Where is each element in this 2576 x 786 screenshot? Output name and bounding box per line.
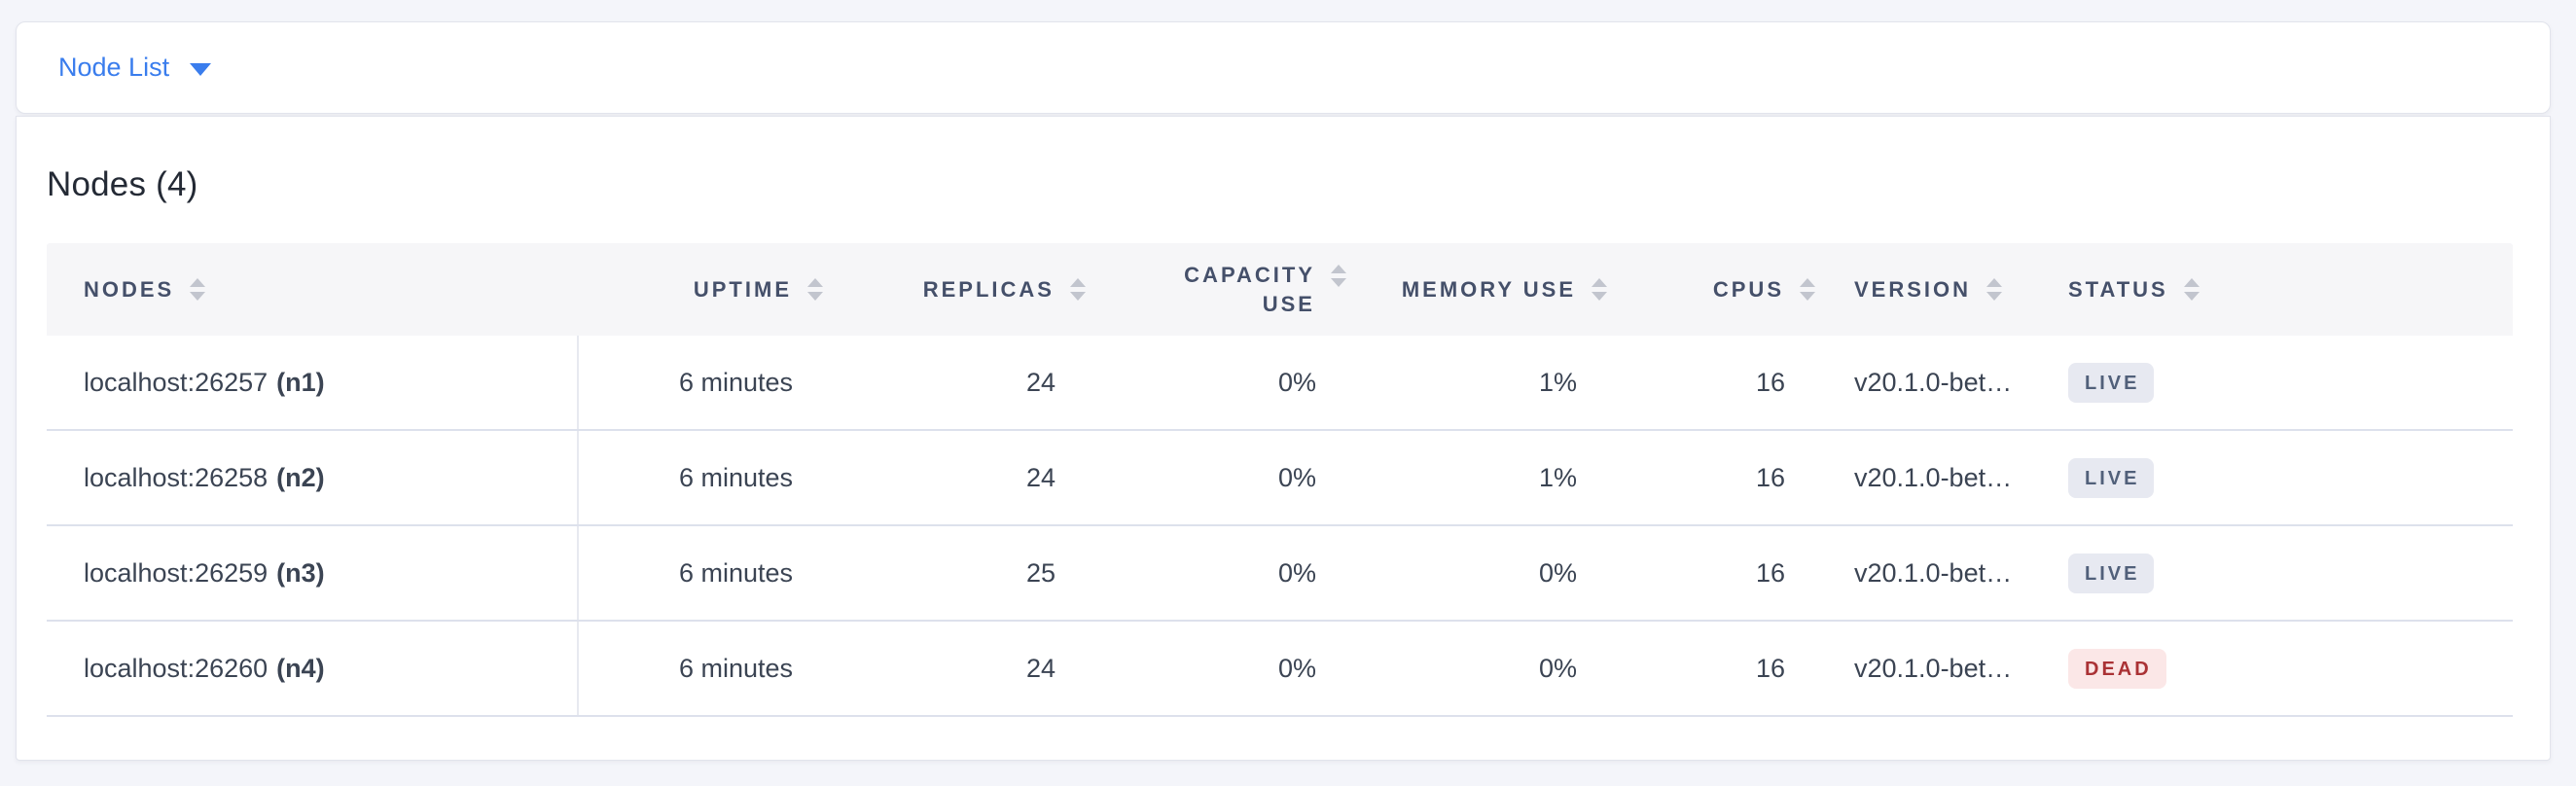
memory-use-cell: 0% — [1538, 653, 1577, 683]
status-cell: LIVE — [2044, 526, 2513, 620]
version-cell: v20.1.0-bet… — [1854, 462, 2013, 492]
column-header-capacity-use[interactable]: Capacity Use — [1110, 243, 1371, 336]
view-selector-bar: Node List — [16, 21, 2551, 114]
node-id: (n4) — [276, 653, 325, 683]
node-id: (n2) — [276, 462, 325, 492]
column-header-uptime[interactable]: Uptime — [579, 243, 847, 336]
version-cell: v20.1.0-bet… — [1854, 557, 2013, 588]
node-address-cell: localhost:26257 (n1) — [47, 336, 579, 429]
column-header-memory-use[interactable]: Memory Use — [1371, 243, 1631, 336]
table-row-n2[interactable]: localhost:26258 (n2) 6 minutes 24 0% 1% … — [47, 431, 2513, 526]
column-header-replicas[interactable]: Replicas — [847, 243, 1110, 336]
sort-icon — [1070, 278, 1086, 301]
sort-icon — [190, 278, 206, 301]
table-row-n1[interactable]: localhost:26257 (n1) 6 minutes 24 0% 1% … — [47, 336, 2513, 431]
column-header-version[interactable]: Version — [1840, 243, 2044, 336]
replicas-cell: 24 — [1025, 462, 1055, 492]
capacity-use-cell: 0% — [1277, 367, 1316, 397]
node-id: (n1) — [276, 367, 325, 397]
cpus-cell: 16 — [1755, 653, 1785, 683]
memory-use-cell: 0% — [1538, 557, 1577, 588]
table-row-n3[interactable]: localhost:26259 (n3) 6 minutes 25 0% 0% … — [47, 526, 2513, 622]
view-dropdown[interactable]: Node List — [58, 53, 212, 82]
cpus-cell: 16 — [1755, 367, 1785, 397]
page: Node List Nodes (4) Nodes Uptime Replica… — [16, 21, 2551, 761]
cpus-cell: 16 — [1755, 557, 1785, 588]
page-title: Nodes (4) — [47, 165, 198, 203]
node-address-cell: localhost:26260 (n4) — [47, 622, 579, 715]
column-header-cpus[interactable]: CPUs — [1631, 243, 1840, 336]
nodes-card: Nodes (4) Nodes Uptime Replicas Capacity… — [16, 116, 2551, 761]
status-cell: LIVE — [2044, 336, 2513, 429]
status-cell: DEAD — [2044, 622, 2513, 715]
uptime-cell: 6 minutes — [678, 653, 793, 683]
table-row-n4[interactable]: localhost:26260 (n4) 6 minutes 24 0% 0% … — [47, 622, 2513, 717]
sort-icon — [1592, 278, 1607, 301]
version-cell: v20.1.0-bet… — [1854, 653, 2013, 683]
capacity-use-cell: 0% — [1277, 462, 1316, 492]
node-address: localhost:26260 — [84, 653, 268, 683]
node-table: Nodes Uptime Replicas Capacity Use Memor… — [47, 243, 2513, 717]
replicas-cell: 24 — [1025, 367, 1055, 397]
sort-icon — [1800, 278, 1815, 301]
sort-icon — [1986, 278, 2003, 301]
sort-icon — [2183, 278, 2200, 301]
status-badge: LIVE — [2068, 553, 2155, 593]
uptime-cell: 6 minutes — [678, 367, 793, 397]
node-address: localhost:26259 — [84, 557, 268, 588]
replicas-cell: 24 — [1025, 653, 1055, 683]
node-address: localhost:26258 — [84, 462, 268, 492]
capacity-use-cell: 0% — [1277, 557, 1316, 588]
caret-down-icon — [190, 62, 212, 76]
node-address-cell: localhost:26258 (n2) — [47, 431, 579, 524]
status-badge: LIVE — [2068, 457, 2155, 498]
node-id: (n3) — [276, 557, 325, 588]
memory-use-cell: 1% — [1538, 462, 1577, 492]
table-body: localhost:26257 (n1) 6 minutes 24 0% 1% … — [47, 336, 2513, 717]
table-header-row: Nodes Uptime Replicas Capacity Use Memor… — [47, 243, 2513, 336]
memory-use-cell: 1% — [1538, 367, 1577, 397]
column-header-nodes[interactable]: Nodes — [47, 243, 579, 336]
version-cell: v20.1.0-bet… — [1854, 367, 2013, 397]
node-address: localhost:26257 — [84, 367, 268, 397]
cpus-cell: 16 — [1755, 462, 1785, 492]
column-header-status[interactable]: Status — [2044, 243, 2513, 336]
status-badge: LIVE — [2068, 362, 2155, 403]
uptime-cell: 6 minutes — [678, 557, 793, 588]
sort-icon — [807, 278, 823, 301]
capacity-use-cell: 0% — [1277, 653, 1316, 683]
status-cell: LIVE — [2044, 431, 2513, 524]
status-badge: DEAD — [2068, 648, 2166, 689]
sort-icon — [1331, 265, 1346, 287]
node-address-cell: localhost:26259 (n3) — [47, 526, 579, 620]
replicas-cell: 25 — [1025, 557, 1055, 588]
uptime-cell: 6 minutes — [678, 462, 793, 492]
view-dropdown-label: Node List — [58, 53, 170, 82]
